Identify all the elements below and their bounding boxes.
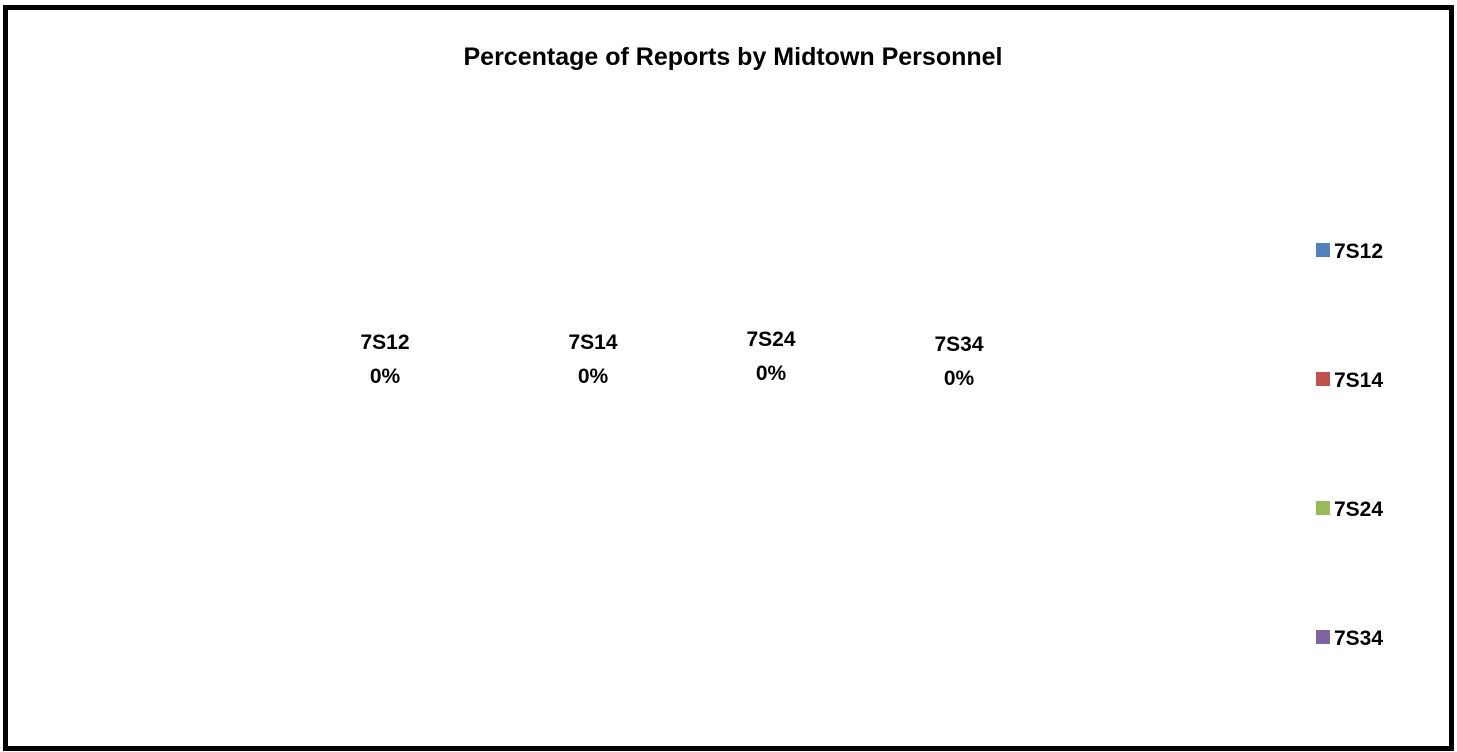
data-label-7s14: 7S14 0% bbox=[568, 331, 617, 388]
data-label-value: 0% bbox=[370, 365, 401, 388]
legend-item-7s24: 7S24 bbox=[1316, 498, 1383, 521]
data-label-category: 7S12 bbox=[360, 331, 409, 354]
data-label-category: 7S34 bbox=[934, 333, 983, 356]
data-label-category: 7S24 bbox=[746, 328, 795, 351]
legend-swatch bbox=[1316, 630, 1330, 644]
legend-label: 7S12 bbox=[1334, 240, 1383, 263]
legend-item-7s14: 7S14 bbox=[1316, 369, 1383, 392]
legend-label: 7S14 bbox=[1334, 369, 1383, 392]
data-label-value: 0% bbox=[578, 365, 609, 388]
legend-swatch bbox=[1316, 501, 1330, 515]
legend-item-7s34: 7S34 bbox=[1316, 627, 1383, 650]
data-label-value: 0% bbox=[944, 367, 975, 390]
chart-title: Percentage of Reports by Midtown Personn… bbox=[464, 43, 1003, 71]
pie-chart: Percentage of Reports by Midtown Personn… bbox=[360, 43, 1383, 650]
legend: 7S12 7S14 7S24 7S34 bbox=[1316, 240, 1383, 650]
data-label-7s12: 7S12 0% bbox=[360, 331, 409, 388]
legend-swatch bbox=[1316, 243, 1330, 257]
data-label-7s34: 7S34 0% bbox=[934, 333, 983, 390]
legend-label: 7S34 bbox=[1334, 627, 1383, 650]
data-label-7s24: 7S24 0% bbox=[746, 328, 795, 385]
legend-item-7s12: 7S12 bbox=[1316, 240, 1383, 263]
data-label-value: 0% bbox=[756, 362, 787, 385]
chart-frame: Percentage of Reports by Midtown Personn… bbox=[3, 5, 1454, 751]
data-labels: 7S12 0% 7S14 0% 7S24 0% 7S34 0% bbox=[360, 328, 983, 390]
legend-label: 7S24 bbox=[1334, 498, 1383, 521]
data-label-category: 7S14 bbox=[568, 331, 617, 354]
legend-swatch bbox=[1316, 372, 1330, 386]
